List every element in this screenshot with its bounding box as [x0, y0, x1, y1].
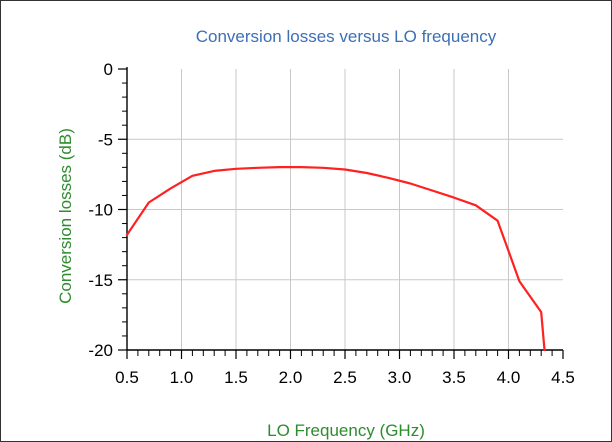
tick-labels: 0.5 1.0 1.5 2.0 2.5 3.0 3.5 4.0 4.5 0 -5 -10 -15 -20 [88, 60, 574, 387]
y-tick-label: 0 [104, 60, 113, 79]
x-tick-label: 3.5 [442, 368, 466, 387]
x-tick-label: 3.0 [388, 368, 412, 387]
grid [127, 69, 563, 350]
x-tick-label: 4.0 [497, 368, 521, 387]
x-axis-label: LO Frequency (GHz) [267, 421, 425, 440]
series-layer [125, 166, 546, 352]
axes [118, 67, 564, 359]
x-tick-label: 2.0 [279, 368, 303, 387]
y-axis-label: Conversion losses (dB) [56, 128, 75, 304]
x-tick-label: 1.0 [170, 368, 194, 387]
y-tick-label: -10 [88, 201, 113, 220]
x-tick-label: 2.5 [333, 368, 357, 387]
series-line [125, 166, 546, 352]
y-tick-label: -15 [88, 271, 113, 290]
y-tick-label: -5 [98, 130, 113, 149]
x-tick-label: 4.5 [551, 368, 575, 387]
x-tick-label: 1.5 [224, 368, 248, 387]
y-tick-label: -20 [88, 341, 113, 360]
x-tick-label: 0.5 [115, 368, 139, 387]
chart-title: Conversion losses versus LO frequency [196, 27, 497, 46]
